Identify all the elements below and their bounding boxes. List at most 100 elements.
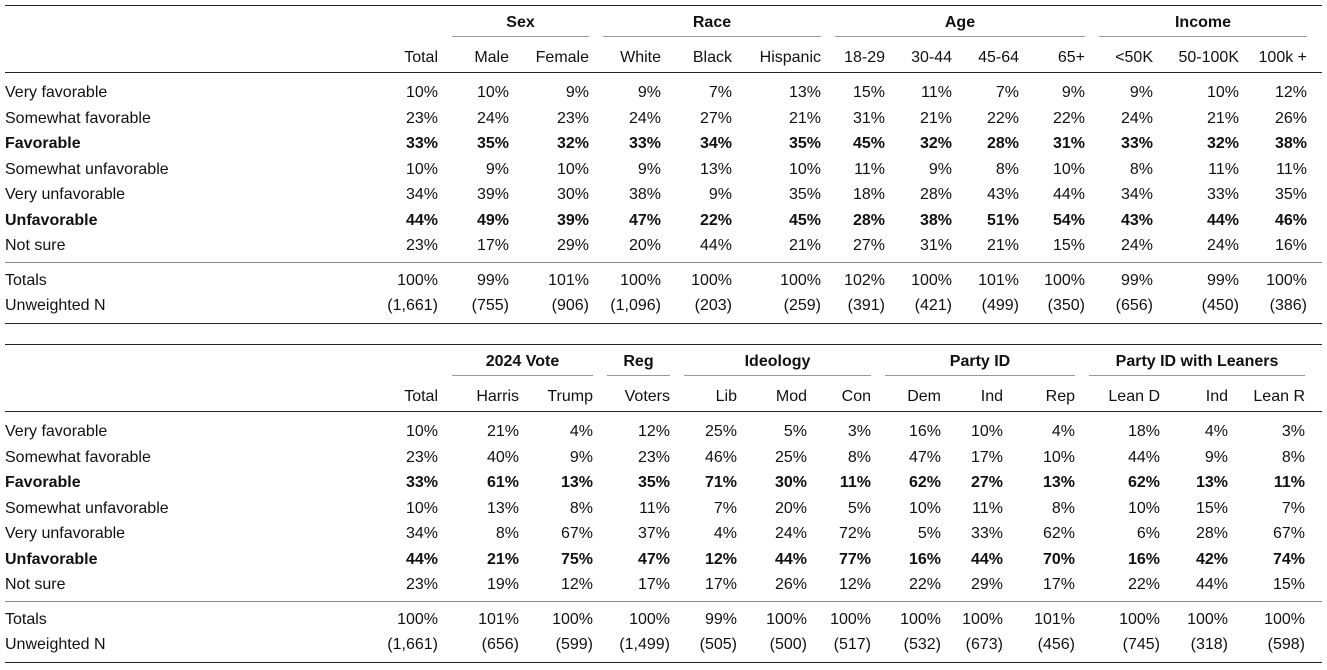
table-cell: 22% xyxy=(1052,109,1085,127)
table-cell: 22% xyxy=(1127,576,1160,593)
table-top-rule xyxy=(5,344,1322,345)
table-cell: 23% xyxy=(405,576,438,593)
table-cell: 5% xyxy=(783,423,807,440)
column-header: 50-100K xyxy=(1178,49,1240,66)
table-cell: 46% xyxy=(704,448,737,466)
table-cell: 49% xyxy=(476,211,509,229)
footer-cell: 100% xyxy=(397,272,438,289)
table-cell: 67% xyxy=(1272,525,1305,542)
footer-cell: (391) xyxy=(847,297,885,314)
table-cell: 35% xyxy=(788,135,821,152)
table-cell: 15% xyxy=(1052,237,1085,254)
column-group-underline xyxy=(835,36,1085,37)
column-header: 100k + xyxy=(1258,49,1307,66)
table-cell: 44% xyxy=(1206,211,1239,229)
table-cell: 25% xyxy=(704,423,737,440)
footer-cell: 100% xyxy=(900,611,941,628)
table-cell: 22% xyxy=(699,211,732,229)
table-cell: 28% xyxy=(986,135,1019,152)
table-cell: 44% xyxy=(970,550,1003,568)
table-cell: 28% xyxy=(919,186,952,203)
footer-cell: 100% xyxy=(1044,272,1085,289)
footer-cell: 99% xyxy=(1206,272,1239,289)
column-group-underline xyxy=(603,36,821,37)
footer-cell: (656) xyxy=(1115,297,1153,314)
column-group-heading: Age xyxy=(944,14,976,31)
column-group-underline xyxy=(1099,36,1307,37)
totals-rule xyxy=(5,262,1322,263)
table-cell: 17% xyxy=(970,448,1003,466)
table-cell: 3% xyxy=(1281,423,1305,440)
table-cell: 10% xyxy=(556,160,589,178)
table-cell: 3% xyxy=(847,423,871,440)
column-header: White xyxy=(620,49,661,66)
row-label: Favorable xyxy=(5,135,81,152)
footer-cell: 99% xyxy=(1120,272,1153,289)
table-cell: 45% xyxy=(788,211,821,229)
table-cell: 11% xyxy=(1208,160,1239,178)
table-cell: 44% xyxy=(1127,448,1160,466)
table-cell: 9% xyxy=(485,160,509,178)
footer-cell: 100% xyxy=(620,272,661,289)
table-cell: 17% xyxy=(1042,576,1075,593)
table-cell: 47% xyxy=(637,550,670,568)
footer-cell: 102% xyxy=(844,272,885,289)
table-cell: 13% xyxy=(560,474,593,491)
table-cell: 9% xyxy=(1129,84,1153,101)
table-cell: 28% xyxy=(852,211,885,229)
column-group-heading: Sex xyxy=(506,14,535,31)
table-cell: 10% xyxy=(476,84,509,101)
footer-cell: 101% xyxy=(978,272,1019,289)
column-header: Ind xyxy=(1205,388,1228,405)
table-cell: 62% xyxy=(908,474,941,491)
table-cell: 12% xyxy=(560,576,593,593)
table-cell: 22% xyxy=(908,576,941,593)
footer-cell: (421) xyxy=(914,297,952,314)
table-cell: 10% xyxy=(908,499,941,517)
table-cell: 30% xyxy=(774,474,807,491)
footer-cell: (450) xyxy=(1201,297,1239,314)
table-cell: 44% xyxy=(1052,186,1085,203)
table-cell: 5% xyxy=(917,525,941,542)
footer-label: Unweighted N xyxy=(5,636,106,653)
table-cell: 44% xyxy=(405,211,438,229)
table-cell: 74% xyxy=(1272,550,1305,568)
table-cell: 43% xyxy=(1120,211,1153,229)
table-cell: 54% xyxy=(1052,211,1085,229)
table-cell: 24% xyxy=(774,525,807,542)
footer-label: Totals xyxy=(5,611,47,628)
table-cell: 21% xyxy=(788,237,821,254)
table-cell: 67% xyxy=(560,525,593,542)
table-cell: 8% xyxy=(1129,160,1153,178)
column-header: Voters xyxy=(624,388,670,405)
table-cell: 28% xyxy=(1195,525,1228,542)
row-label: Not sure xyxy=(5,237,66,254)
footer-cell: (1,096) xyxy=(610,297,661,314)
table-cell: 44% xyxy=(774,550,807,568)
footer-cell: 100% xyxy=(962,611,1003,628)
footer-cell: (499) xyxy=(981,297,1019,314)
table-cell: 31% xyxy=(919,237,952,254)
table-cell: 19% xyxy=(486,576,519,593)
column-header: Lean R xyxy=(1253,388,1305,405)
column-header: Black xyxy=(692,49,732,66)
table-cell: 7% xyxy=(995,84,1019,101)
table-cell: 11% xyxy=(972,499,1003,517)
table-cell: 10% xyxy=(405,423,438,440)
table-cell: 11% xyxy=(1273,474,1305,491)
table-cell: 23% xyxy=(405,109,438,127)
footer-cell: (318) xyxy=(1190,636,1228,653)
table-cell: 32% xyxy=(919,135,952,152)
table-cell: 10% xyxy=(788,160,821,178)
table-cell: 40% xyxy=(486,448,519,466)
header-rule xyxy=(5,411,1322,412)
table-cell: 9% xyxy=(637,160,661,178)
footer-cell: (386) xyxy=(1269,297,1307,314)
table-cell: 46% xyxy=(1274,211,1307,229)
table-cell: 29% xyxy=(556,237,589,254)
table-cell: 4% xyxy=(569,423,593,440)
table-cell: 4% xyxy=(1051,423,1075,440)
table-cell: 16% xyxy=(908,423,941,440)
table-cell: 33% xyxy=(628,135,661,152)
footer-cell: 100% xyxy=(1264,611,1305,628)
